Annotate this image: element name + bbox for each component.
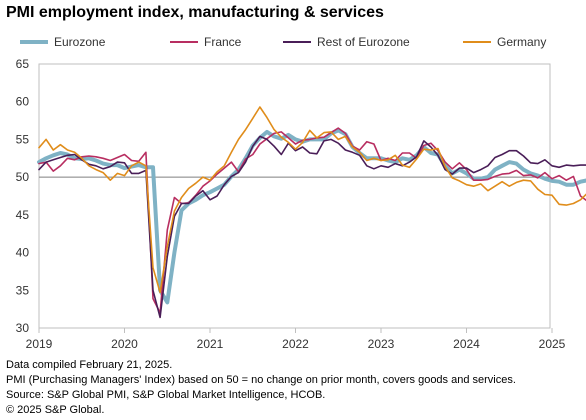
footnote-date: Data compiled February 21, 2025. [6,359,173,371]
y-tick-label: 60 [16,95,30,109]
x-tick-label: 2023 [368,337,395,351]
x-tick-label: 2024 [453,337,480,351]
y-tick-label: 45 [16,208,30,222]
y-tick-label: 50 [16,170,30,184]
footnote-copyright: © 2025 S&P Global. [6,404,105,416]
legend-label-germany: Germany [497,35,546,49]
plot-frame [38,63,551,329]
y-tick-label: 40 [16,246,30,260]
footnote-source: Source: S&P Global PMI, S&P Global Marke… [6,389,326,401]
x-tick-label: 2020 [111,337,138,351]
y-tick-label: 65 [16,57,30,71]
legend-label-eurozone: Eurozone [54,35,106,49]
x-tick-label: 2019 [26,337,53,351]
x-tick-label: 2022 [282,337,309,351]
x-tick-label: 2021 [197,337,224,351]
y-tick-label: 55 [16,132,30,146]
chart-title: PMI employment index, manufacturing & se… [6,4,384,21]
footnote-definition: PMI (Purchasing Managers' Index) based o… [6,374,516,386]
legend-label-france: France [204,35,242,49]
series-line-germany [38,106,586,294]
y-tick-label: 30 [16,321,30,335]
series-line-rest-of-eurozone [38,135,586,319]
x-tick-label: 2025 [539,337,566,351]
y-tick-label: 35 [16,283,30,297]
legend-label-rest-of-eurozone: Rest of Eurozone [317,35,410,49]
series-line-france [38,127,586,314]
